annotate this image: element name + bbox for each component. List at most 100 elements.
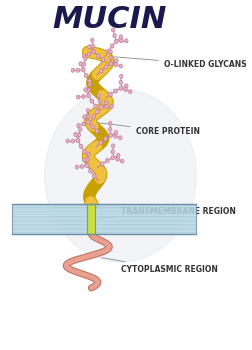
Circle shape: [76, 138, 80, 142]
Circle shape: [74, 132, 77, 137]
Text: O-LINKED GLYCANS: O-LINKED GLYCANS: [114, 57, 245, 69]
Circle shape: [82, 62, 85, 66]
Circle shape: [71, 139, 74, 143]
Circle shape: [111, 144, 114, 148]
Circle shape: [82, 150, 86, 154]
Circle shape: [113, 89, 117, 93]
Circle shape: [110, 44, 114, 48]
Circle shape: [99, 140, 102, 145]
Circle shape: [110, 156, 114, 160]
Text: CORE PROTEIN: CORE PROTEIN: [96, 122, 199, 135]
Circle shape: [91, 49, 95, 54]
Circle shape: [108, 50, 112, 54]
Circle shape: [76, 68, 79, 72]
Circle shape: [92, 174, 96, 178]
Circle shape: [116, 153, 119, 158]
Circle shape: [81, 94, 85, 99]
Circle shape: [86, 93, 90, 98]
Circle shape: [118, 35, 122, 39]
Circle shape: [108, 133, 112, 138]
Bar: [87, 204, 95, 233]
Circle shape: [80, 164, 83, 168]
Circle shape: [86, 152, 90, 156]
Circle shape: [109, 62, 112, 66]
Circle shape: [83, 57, 87, 61]
Circle shape: [84, 74, 88, 78]
Circle shape: [124, 39, 128, 43]
Circle shape: [87, 88, 90, 92]
Circle shape: [82, 115, 86, 119]
Circle shape: [82, 54, 85, 58]
Circle shape: [87, 52, 90, 56]
Circle shape: [93, 104, 97, 108]
Circle shape: [106, 49, 110, 53]
Circle shape: [114, 63, 117, 66]
Circle shape: [115, 157, 119, 161]
Circle shape: [114, 59, 118, 63]
Circle shape: [108, 121, 111, 125]
Circle shape: [104, 65, 107, 69]
Circle shape: [113, 134, 117, 138]
Circle shape: [77, 133, 80, 137]
Bar: [12, 204, 196, 233]
Circle shape: [114, 131, 117, 135]
Circle shape: [103, 136, 107, 141]
Circle shape: [85, 163, 89, 168]
Circle shape: [86, 120, 90, 124]
Circle shape: [75, 165, 78, 169]
Circle shape: [91, 44, 94, 48]
Circle shape: [90, 125, 94, 129]
Circle shape: [79, 62, 82, 66]
Circle shape: [86, 158, 89, 162]
Circle shape: [112, 34, 116, 38]
Circle shape: [71, 68, 74, 72]
Circle shape: [82, 158, 86, 162]
Circle shape: [95, 129, 99, 133]
Circle shape: [88, 82, 91, 86]
Circle shape: [100, 105, 103, 109]
Circle shape: [87, 79, 91, 83]
Circle shape: [99, 69, 103, 73]
Circle shape: [118, 64, 122, 68]
Circle shape: [83, 88, 87, 92]
Circle shape: [76, 124, 80, 127]
Circle shape: [76, 95, 80, 99]
Circle shape: [88, 169, 92, 173]
Circle shape: [105, 159, 109, 163]
Circle shape: [91, 115, 95, 119]
Circle shape: [98, 99, 101, 103]
Circle shape: [86, 109, 89, 113]
Circle shape: [45, 89, 196, 262]
Circle shape: [118, 86, 122, 90]
Circle shape: [100, 162, 104, 166]
Circle shape: [114, 39, 118, 43]
Circle shape: [104, 100, 108, 105]
Circle shape: [87, 45, 91, 49]
Circle shape: [123, 88, 127, 92]
Text: MUCIN: MUCIN: [52, 5, 166, 34]
Circle shape: [111, 150, 114, 154]
Text: CYTOPLASMIC REGION: CYTOPLASMIC REGION: [101, 258, 216, 274]
Circle shape: [90, 99, 93, 103]
Text: TRANSMEMBRANE REGION: TRANSMEMBRANE REGION: [98, 207, 234, 218]
Circle shape: [108, 56, 112, 60]
Circle shape: [118, 136, 121, 140]
Circle shape: [97, 94, 100, 98]
Circle shape: [81, 122, 85, 126]
Circle shape: [95, 110, 99, 114]
Circle shape: [119, 39, 122, 43]
Circle shape: [66, 139, 69, 143]
Circle shape: [119, 75, 122, 78]
Circle shape: [109, 105, 113, 108]
Circle shape: [96, 54, 100, 58]
Circle shape: [101, 58, 104, 62]
Circle shape: [108, 92, 112, 97]
Circle shape: [108, 127, 111, 131]
Circle shape: [86, 114, 89, 118]
Circle shape: [119, 80, 122, 84]
Circle shape: [90, 38, 94, 42]
Circle shape: [124, 84, 128, 88]
Circle shape: [120, 159, 123, 163]
Circle shape: [78, 127, 82, 131]
Circle shape: [111, 28, 114, 32]
